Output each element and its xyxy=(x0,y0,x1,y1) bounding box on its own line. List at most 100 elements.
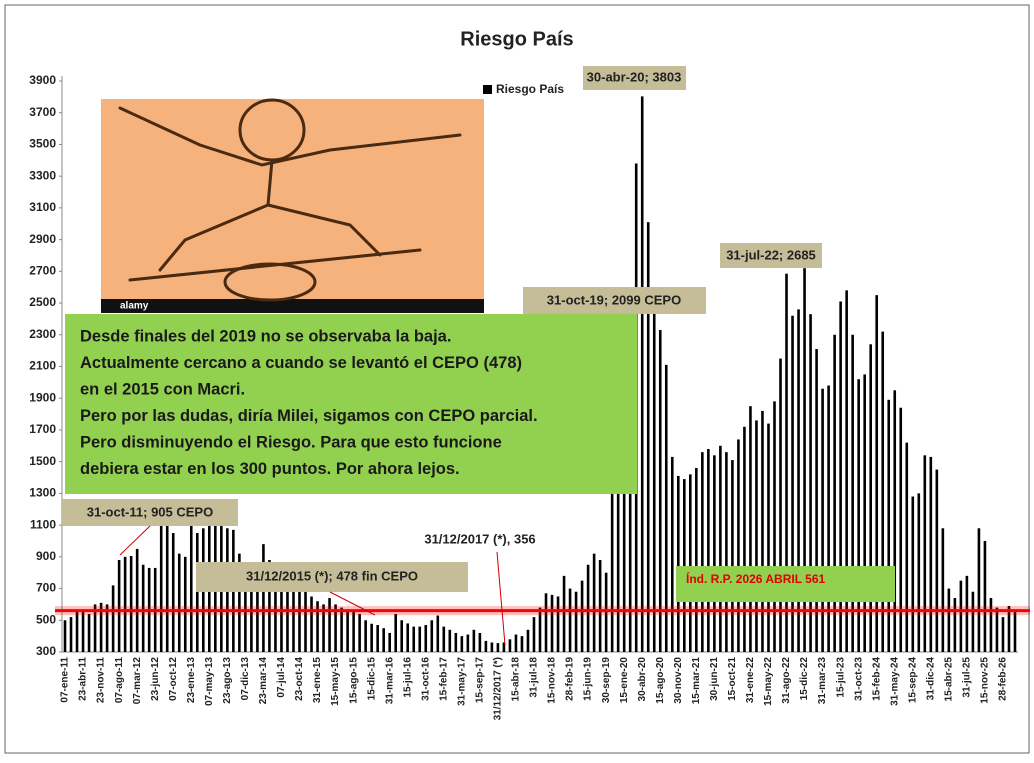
bar xyxy=(177,553,181,652)
bar xyxy=(833,334,836,652)
bar xyxy=(683,479,686,652)
x-tick-label: 15-sep-24 xyxy=(907,657,918,704)
x-tick-label: 31-ene-22 xyxy=(745,657,756,704)
y-tick-label: 1500 xyxy=(29,454,56,468)
bar xyxy=(971,591,975,652)
x-tick-label: 15-jun-19 xyxy=(583,657,594,701)
legend-swatch xyxy=(483,85,492,94)
bar xyxy=(749,406,752,652)
annotation-box xyxy=(523,287,706,314)
bar xyxy=(490,642,494,652)
bar xyxy=(779,358,782,652)
x-tick-label: 31-oct-23 xyxy=(853,657,864,701)
bar xyxy=(81,610,85,652)
bar xyxy=(893,390,897,652)
bar xyxy=(123,556,127,652)
picture: alamy xyxy=(101,98,484,313)
bar xyxy=(418,626,422,652)
bar xyxy=(316,601,319,652)
bar xyxy=(460,636,464,652)
text-box-bg xyxy=(65,314,637,494)
bar xyxy=(280,572,283,652)
x-tick-label: 31-may-24 xyxy=(889,657,900,706)
bar xyxy=(1001,617,1005,652)
bar xyxy=(839,301,842,652)
x-tick-label: 31-ago-22 xyxy=(781,657,792,704)
stick-figure xyxy=(118,98,462,302)
x-tick-label: 31-jul-25 xyxy=(962,657,973,698)
y-tick-label: 2300 xyxy=(29,327,56,341)
bar xyxy=(935,469,939,652)
bar xyxy=(646,222,650,653)
bar xyxy=(298,588,301,652)
bar xyxy=(899,407,903,652)
bar xyxy=(616,366,620,652)
bar xyxy=(586,564,590,652)
bar xyxy=(767,423,770,652)
bar xyxy=(610,477,614,652)
bar xyxy=(165,509,169,652)
text-box-line: Pero por las dudas, diría Milei, sigamos… xyxy=(80,407,538,425)
bar xyxy=(256,575,259,652)
bar xyxy=(328,598,331,652)
bar xyxy=(923,455,927,652)
x-tick-label: 30-nov-20 xyxy=(673,657,684,704)
y-tick-label: 3300 xyxy=(29,168,56,182)
text-box: Desde finales del 2019 no se observaba l… xyxy=(65,314,637,494)
x-tick-label: 07-oct-12 xyxy=(168,657,179,701)
bar xyxy=(412,626,416,652)
bar xyxy=(346,610,349,652)
bar xyxy=(274,564,277,652)
bar xyxy=(857,379,860,652)
x-tick-label: 15-nov-18 xyxy=(547,657,558,704)
bar xyxy=(562,575,566,652)
bar xyxy=(244,572,247,652)
x-tick-label: 07-dic-13 xyxy=(240,657,251,701)
x-tick-label: 07-mar-12 xyxy=(132,657,143,705)
bar xyxy=(496,643,500,652)
x-tick-label: 28-feb-26 xyxy=(998,657,1009,701)
bar xyxy=(875,295,879,652)
text-box-line: en el 2015 con Macri. xyxy=(80,380,245,398)
x-tick-label: 31-may-17 xyxy=(456,657,467,706)
bar xyxy=(556,596,560,652)
bar xyxy=(466,634,470,652)
bar xyxy=(105,604,109,652)
bar xyxy=(310,596,313,652)
bar xyxy=(532,617,536,652)
bar xyxy=(773,401,776,652)
bar xyxy=(448,629,452,652)
bar xyxy=(99,602,103,652)
x-tick-label: 15-sep-17 xyxy=(475,657,486,704)
y-tick-label: 3100 xyxy=(29,200,56,214)
bar xyxy=(598,560,602,652)
bar xyxy=(622,382,626,652)
bar xyxy=(809,314,812,652)
bar xyxy=(286,580,289,652)
x-tick-label: 30-abr-20 xyxy=(637,657,648,702)
bar xyxy=(340,607,343,652)
y-tick-label: 3900 xyxy=(29,73,56,87)
bar xyxy=(171,533,175,652)
bar xyxy=(502,642,506,652)
bar xyxy=(1013,610,1017,652)
bar xyxy=(159,525,163,652)
bar xyxy=(75,610,79,652)
x-tick-label: 23-ago-13 xyxy=(222,657,233,704)
watermark: alamy xyxy=(120,301,149,312)
y-tick-label: 2900 xyxy=(29,232,56,246)
bar xyxy=(731,460,734,652)
bar xyxy=(550,594,554,652)
bar xyxy=(640,96,644,653)
x-tick-label: 15-dic-15 xyxy=(366,657,377,701)
x-tick-label: 07-ene-11 xyxy=(60,657,71,703)
annotation: 31/12/2017 (*), 356 xyxy=(424,531,535,546)
bar xyxy=(851,334,854,652)
x-tick-label: 23-jun-12 xyxy=(150,657,161,701)
bar xyxy=(430,620,434,652)
bar xyxy=(292,585,295,652)
bar xyxy=(93,604,97,652)
bar xyxy=(815,349,818,652)
bar xyxy=(803,268,806,652)
